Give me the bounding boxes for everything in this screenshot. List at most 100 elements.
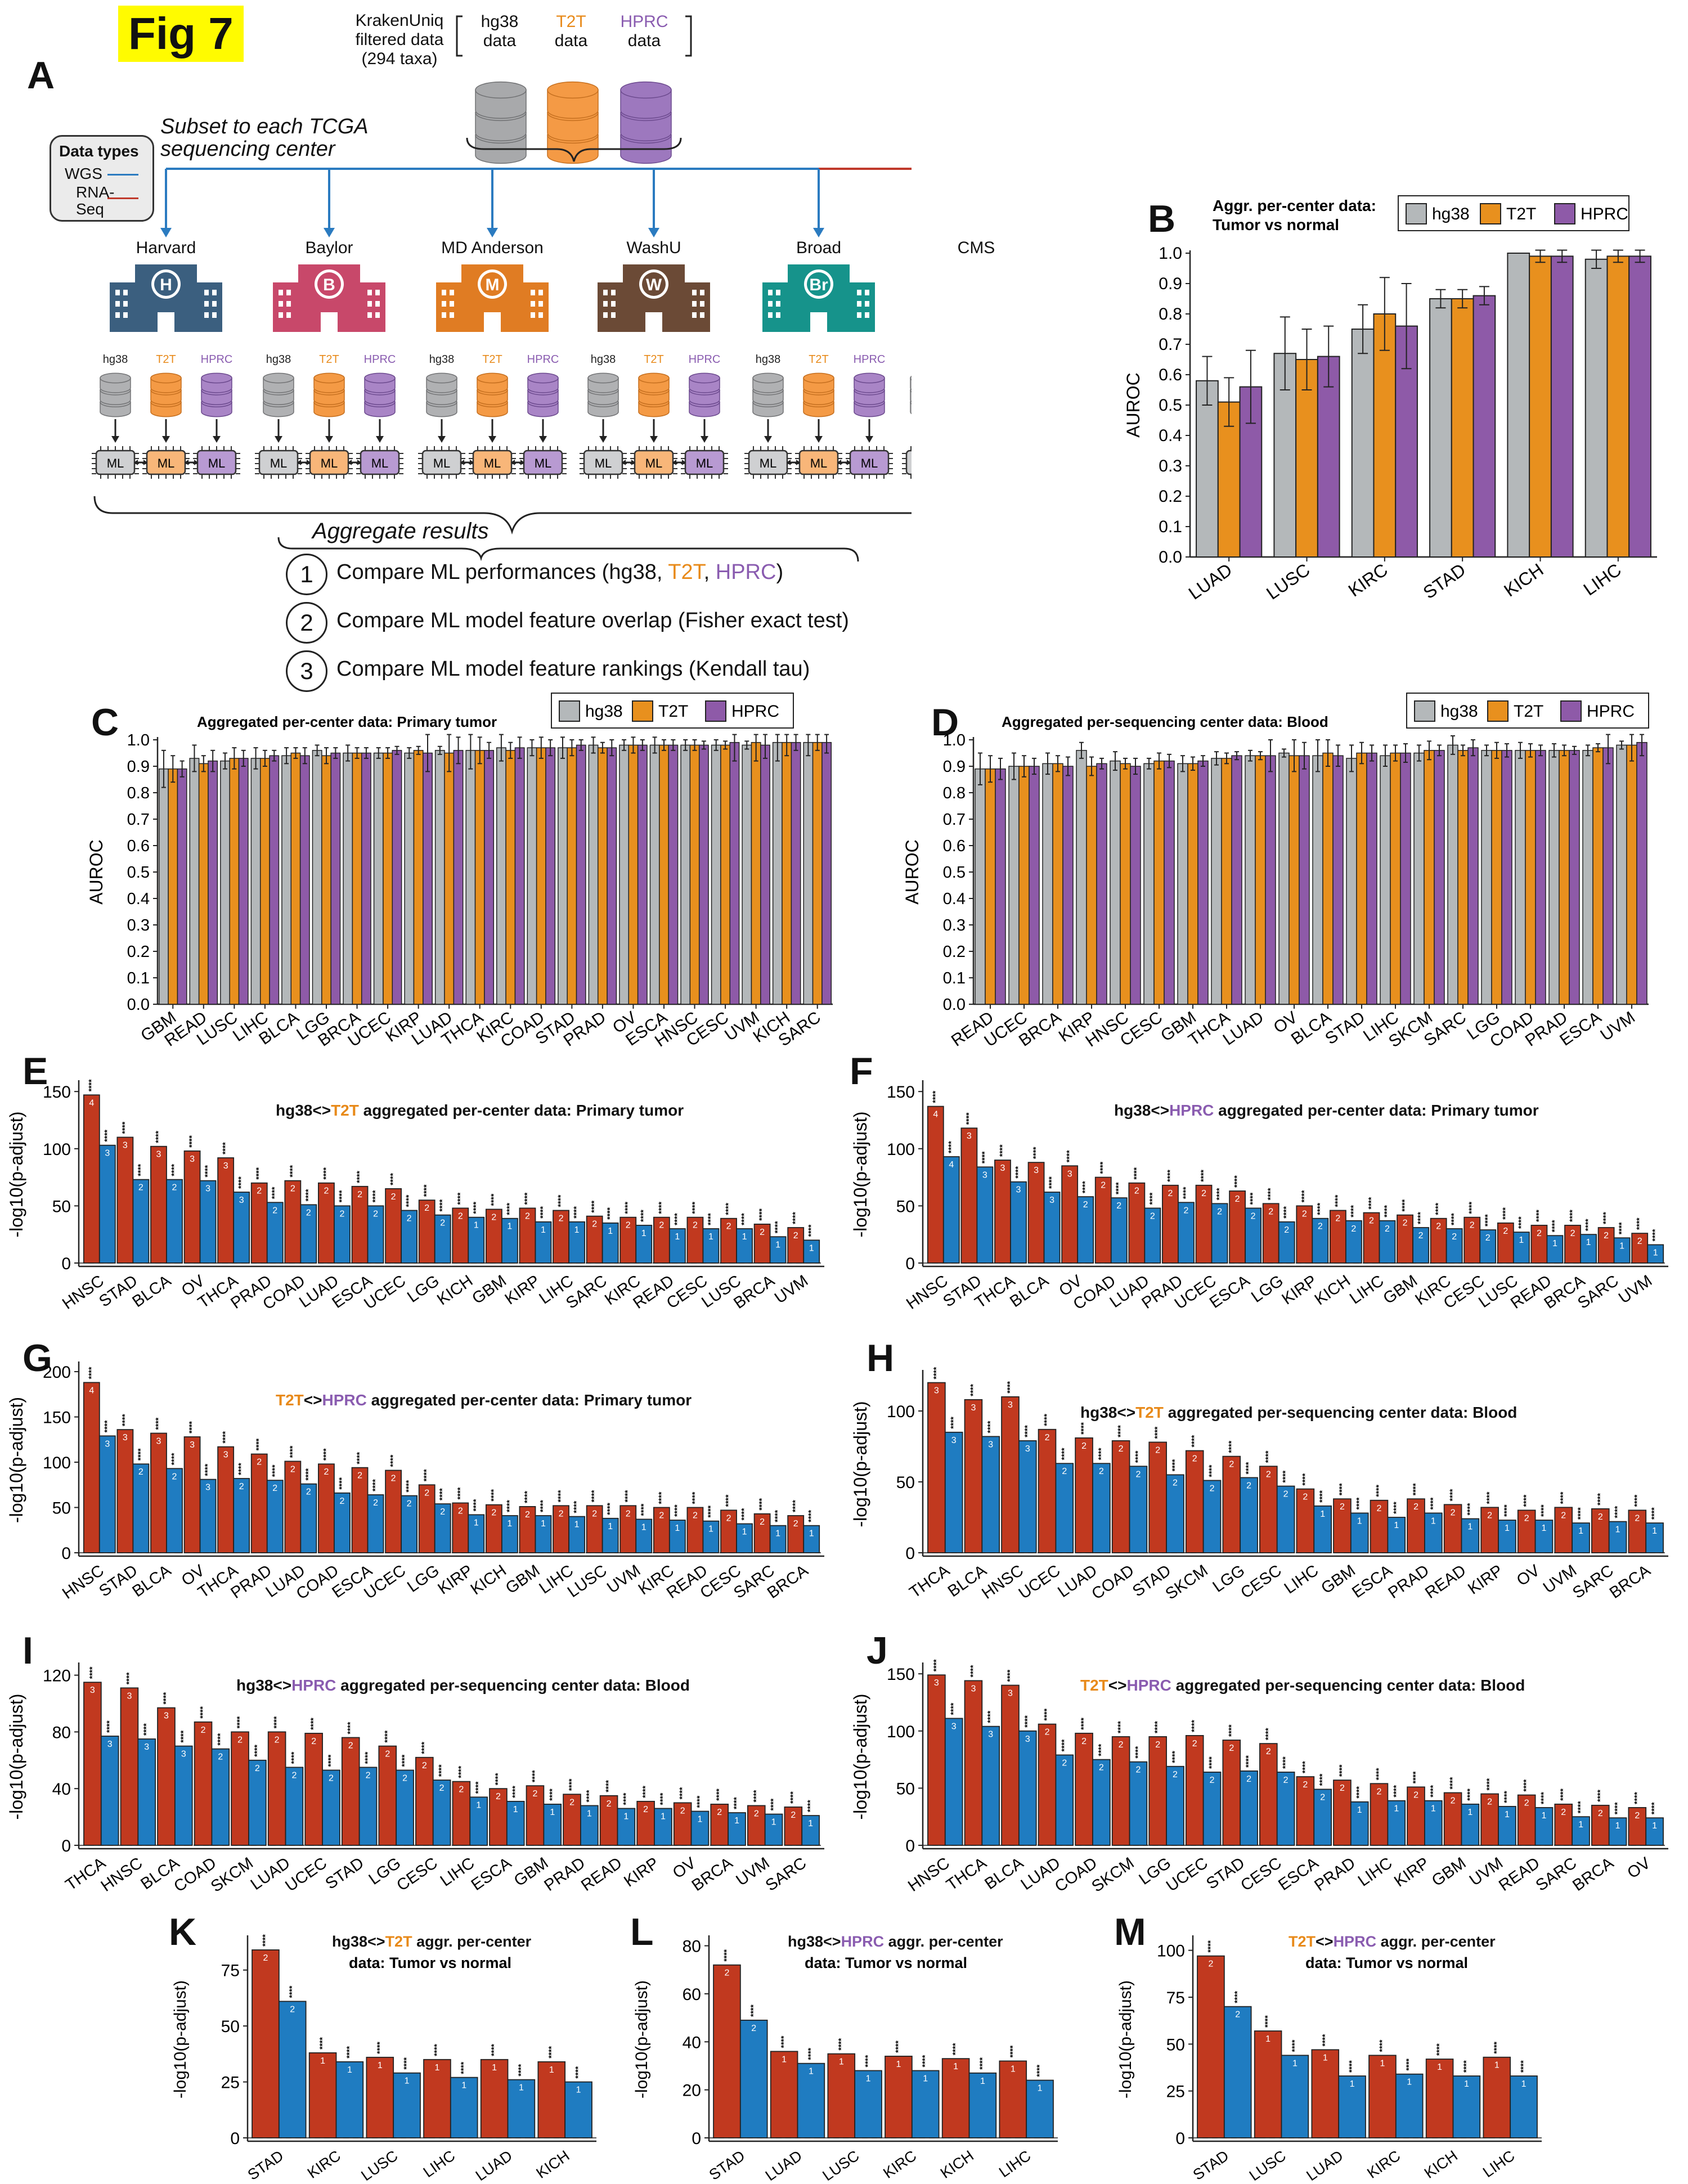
significance-stars: **** [344,2046,353,2058]
window [611,290,616,295]
db-layer-top [201,372,232,384]
bar-t2t-kirp [1086,766,1097,1005]
blue-bar-blca [1018,1730,1037,1846]
small-db-icon [313,372,345,417]
significance-stars: **** [968,1665,977,1677]
y-tick-label: 50 [896,1197,915,1216]
significance-stars: **** [1333,1194,1342,1207]
x-tick-label: HNSC [978,1562,1027,1603]
window [442,312,446,318]
db-layer-top [854,372,885,384]
window [204,301,209,307]
window [531,290,535,295]
panel-letter-g: G [23,1337,52,1379]
bar-count-label: 2 [1561,1511,1566,1520]
source-brace [466,137,682,162]
red-bar-esca [489,1788,508,1846]
x-tick-label: LGG [1248,1272,1287,1306]
bar-count-label: 2 [306,1208,311,1217]
bar-t2t-thca [474,750,485,1005]
significance-stars: **** [1047,1176,1056,1189]
bar-hg38-ov [619,744,630,1005]
significance-stars: **** [432,2043,441,2056]
significance-stars: **** [474,1781,483,1794]
blue-bar-ucec [1211,1203,1228,1264]
x-tick-label: KIRP [502,1272,544,1309]
bar-count-label: 2 [257,1187,262,1196]
bar-t2t-blca [290,752,301,1005]
blue-bar-sarc [601,1222,619,1264]
bar-count-label: 2 [525,1211,530,1221]
y-tick-label: 1.0 [1159,244,1182,263]
bar-t2t-uvm [751,742,761,1005]
blue-bar-brca [1608,1817,1627,1846]
y-tick-label: 0.4 [127,890,150,908]
significance-stars: **** [1485,1778,1494,1790]
chart-title: hg38<>T2T aggr. per-center [332,1933,532,1950]
significance-stars: **** [321,1448,330,1461]
significance-stars: **** [621,1792,630,1805]
significance-stars: **** [836,2038,845,2050]
significance-stars: **** [1290,2039,1299,2052]
significance-stars: **** [87,1666,96,1679]
significance-stars: **** [623,1490,632,1502]
bar-count-label: 2 [291,1770,297,1780]
x-tick-label: ESCA [1206,1271,1254,1312]
blue-bar-read [702,1520,720,1553]
bar-t2t-gbm [1187,763,1198,1005]
significance-stars: **** [695,1795,704,1808]
red-bar-gbm [1443,1792,1462,1846]
bar-count-label: 2 [424,1203,429,1213]
bar-count-label: 3 [1067,1169,1072,1179]
y-tick-label: 120 [43,1667,71,1686]
db-layer [910,389,912,402]
significance-stars: **** [288,1985,297,1998]
bar-count-label: 3 [1025,1444,1030,1454]
y-tick-label: 0.4 [1159,426,1182,445]
bar-count-label: 2 [626,1509,631,1518]
red-bar-lusc [366,2056,394,2138]
significance-stars: **** [422,1184,431,1197]
red-bar-read [599,1795,618,1846]
x-tick-label: GBM [1380,1272,1421,1308]
x-tick-label: KIRP [435,1562,477,1598]
blue-bar-lgg [1240,1477,1258,1553]
significance-stars: **** [1031,1147,1040,1159]
center-harvard-building-icon: H [110,264,222,332]
significance-stars: **** [1354,1497,1363,1509]
significance-stars: **** [1080,1181,1089,1193]
window [768,290,773,295]
blue-bar-kirp [1498,1520,1516,1553]
x-tick-label: OV [1624,1854,1654,1882]
bar-hprc-read [995,768,1006,1005]
x-tick-label: KICH [1421,2147,1461,2182]
bar-count-label: 1 [698,1815,703,1825]
red-bar-brca [710,1804,729,1846]
ml-chip-icon: ML [356,446,403,479]
door [645,312,662,332]
significance-stars: **** [724,1494,733,1507]
red-bar-prad [563,1794,581,1846]
red-bar-thca [217,1157,235,1264]
red-bar-sarc [1591,1508,1610,1553]
x-tick-label: BRCA [1606,1561,1654,1602]
compare-arrowhead [520,460,524,465]
red-bar-ov [673,1802,692,1846]
db-layer-top [263,372,294,384]
red-bar-blca [1001,1684,1020,1846]
blue-bar-luad [507,2079,536,2138]
red-bar-kich [1329,1210,1346,1264]
red-bar-ov [1061,1165,1079,1264]
red-bar-lihc [553,1210,569,1264]
chart-title-line2: data: Tumor vs normal [349,1954,511,1971]
bar-t2t-stad [1356,752,1367,1005]
bar-count-label: 2 [239,1482,244,1491]
x-tick-label: LIHC [420,2147,459,2181]
significance-stars: **** [1519,2060,1528,2073]
bar-t2t-sarc [1457,750,1469,1005]
y-tick-label: 0 [905,1837,915,1855]
red-bar-lgg [1148,1736,1167,1846]
bar-hprc-ov [1299,755,1310,1005]
significance-stars: **** [1042,1413,1051,1426]
y-axis-label: AUROC [1123,372,1143,438]
